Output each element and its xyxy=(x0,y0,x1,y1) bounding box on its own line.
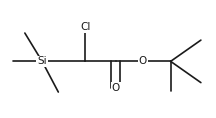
Text: Cl: Cl xyxy=(80,22,91,32)
Text: O: O xyxy=(138,56,147,66)
Text: Si: Si xyxy=(37,56,47,66)
Text: O: O xyxy=(111,83,120,93)
